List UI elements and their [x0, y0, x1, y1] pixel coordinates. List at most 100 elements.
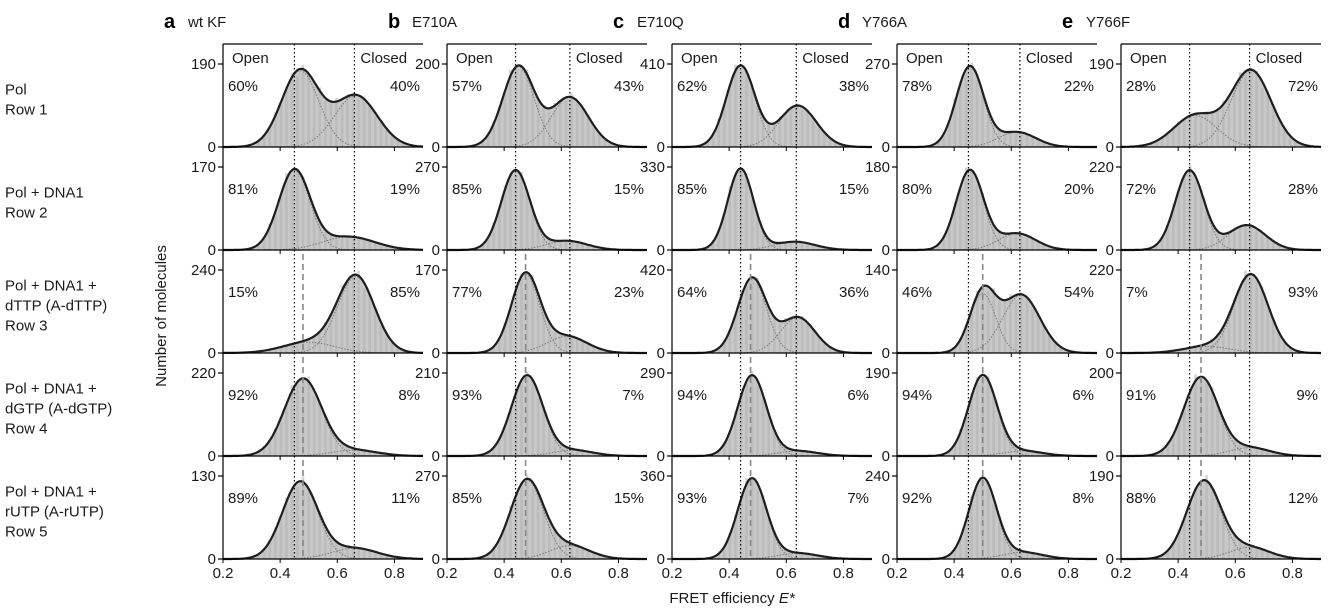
- histogram-bar: [542, 406, 545, 456]
- histogram-bar: [581, 451, 584, 456]
- open-label: Open: [456, 50, 493, 67]
- histogram-bar: [346, 545, 349, 559]
- fit-curve: [447, 477, 647, 561]
- histogram-bar: [1048, 335, 1051, 353]
- closed-percentage: 15%: [614, 181, 644, 198]
- histogram-bar: [279, 518, 283, 559]
- histogram-bar: [970, 170, 973, 250]
- x-axis-label-variable: E*: [779, 590, 796, 607]
- histogram-bar: [1194, 374, 1197, 456]
- histogram-bar: [1255, 547, 1258, 559]
- histogram-bar: [992, 226, 995, 250]
- histogram-bar: [324, 231, 327, 250]
- histogram-bar: [992, 125, 995, 147]
- histogram-bar: [575, 242, 579, 250]
- histogram-bar: [981, 475, 984, 559]
- histogram-bar: [575, 337, 579, 353]
- histogram-bar: [750, 277, 754, 353]
- histogram-bar: [717, 229, 720, 250]
- closed-percentage: 9%: [1296, 387, 1318, 404]
- histogram-bar: [1294, 350, 1297, 353]
- open-percentage: 64%: [677, 284, 707, 301]
- histogram-bar: [379, 553, 383, 559]
- row-label-line: Pol + DNA1 +: [5, 278, 97, 295]
- fit-curve: [1121, 375, 1321, 458]
- y-zero-label: 0: [657, 139, 665, 156]
- histogram-panel: 270 0 85% 15%: [415, 147, 647, 259]
- fit-area: [897, 477, 1097, 559]
- histogram-bar: [1244, 225, 1247, 250]
- fit-curve: [223, 480, 423, 561]
- histogram-bar: [290, 175, 294, 250]
- histogram-bar: [1160, 449, 1164, 456]
- histogram-bar: [362, 288, 366, 353]
- histogram-bar: [800, 553, 804, 559]
- histogram-bar: [346, 235, 349, 250]
- fit-curve: [447, 168, 647, 252]
- histogram-bar: [778, 542, 782, 559]
- histogram-bar: [592, 345, 595, 353]
- histogram-bar: [520, 69, 523, 147]
- histogram-bar: [1233, 439, 1236, 456]
- closed-percentage: 28%: [1288, 181, 1318, 198]
- histogram-bar: [536, 397, 540, 456]
- histogram-bar: [1266, 90, 1269, 147]
- histogram-bar: [1283, 342, 1286, 353]
- closed-percentage: 23%: [614, 284, 644, 301]
- y-max-label: 240: [191, 262, 216, 279]
- histogram-bar: [531, 91, 534, 147]
- fit-curve: [1121, 478, 1321, 561]
- fit-curve: [447, 373, 647, 458]
- histogram-bar: [1177, 350, 1181, 353]
- histogram-bar: [970, 62, 973, 147]
- fit-area: [223, 274, 423, 353]
- histogram-bar: [795, 318, 798, 353]
- histogram-bar: [739, 502, 743, 559]
- x-tick-label: 0.8: [608, 565, 629, 582]
- label-backdrop: [356, 48, 421, 68]
- histogram-bar: [1020, 292, 1023, 353]
- histogram-bar: [407, 144, 410, 147]
- fit-area: [897, 374, 1097, 456]
- histogram-bar: [1199, 115, 1203, 147]
- y-max-label: 200: [1089, 365, 1114, 382]
- histogram-bar: [285, 406, 288, 456]
- histogram-bar: [498, 436, 501, 456]
- y-max-label: 200: [415, 56, 440, 73]
- histogram-bar: [374, 241, 377, 250]
- histogram-bar: [1183, 348, 1186, 353]
- closed-percentage: 72%: [1288, 78, 1318, 95]
- histogram-bar: [1277, 332, 1281, 353]
- histogram-bar: [1210, 387, 1214, 456]
- histogram-bar: [1042, 453, 1045, 456]
- histogram-bar: [828, 138, 832, 147]
- x-tick-label: 0.6: [327, 565, 348, 582]
- histogram-bar: [806, 451, 809, 456]
- histogram-bar: [307, 198, 310, 250]
- histogram-bar: [340, 284, 344, 353]
- fit-area: [672, 375, 872, 456]
- histogram-bar: [1227, 429, 1231, 456]
- y-max-label: 190: [191, 56, 216, 73]
- histogram-bar: [514, 175, 518, 250]
- histogram-bar: [811, 329, 815, 353]
- histogram-bar: [739, 169, 743, 250]
- histogram-bar: [1266, 550, 1269, 559]
- histogram-bar: [817, 335, 820, 353]
- histogram-bar: [586, 550, 590, 559]
- histogram-bar: [1009, 232, 1012, 250]
- histogram-bar: [329, 430, 333, 456]
- histogram-bar: [1155, 453, 1158, 456]
- histogram-bar: [1249, 277, 1253, 353]
- histogram-bar: [268, 223, 271, 250]
- x-tick-label: 0.4: [270, 565, 291, 582]
- column-d: d Y766A 270 0 78% 22% Open Closed 180 0 80% 20% 140 0…: [838, 11, 1097, 582]
- histogram-bar: [1003, 131, 1007, 147]
- histogram-bar: [1222, 328, 1225, 353]
- histogram-bar: [1233, 87, 1236, 147]
- histogram-bar: [1172, 542, 1175, 559]
- open-label: Open: [906, 50, 943, 67]
- histogram-bar: [509, 172, 512, 250]
- y-zero-label: 0: [1106, 139, 1114, 156]
- histogram-bar: [598, 133, 601, 147]
